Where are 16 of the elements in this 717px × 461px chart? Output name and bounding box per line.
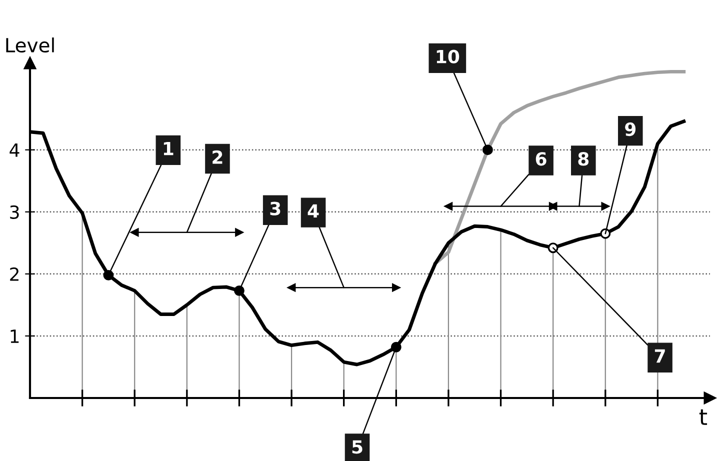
annotation: 7 [654,349,665,363]
y-tick-label: 1 [10,330,19,343]
annotation: 2 [212,150,222,164]
annotation: 8 [578,152,589,166]
y-tick-label: 4 [10,144,20,157]
annotation: 9 [625,122,636,136]
x-axis-title: t [699,409,708,425]
annotation: 6 [536,152,546,166]
y-tick-label: 3 [10,205,19,220]
annotation: 4 [308,204,319,218]
annotation: 3 [270,202,280,216]
annotation: 1 [164,142,174,156]
annotation: 10 [436,50,460,64]
y-axis-title: Level [6,37,54,53]
y-tick-label: 2 [10,267,18,281]
text: 5 [352,440,362,454]
